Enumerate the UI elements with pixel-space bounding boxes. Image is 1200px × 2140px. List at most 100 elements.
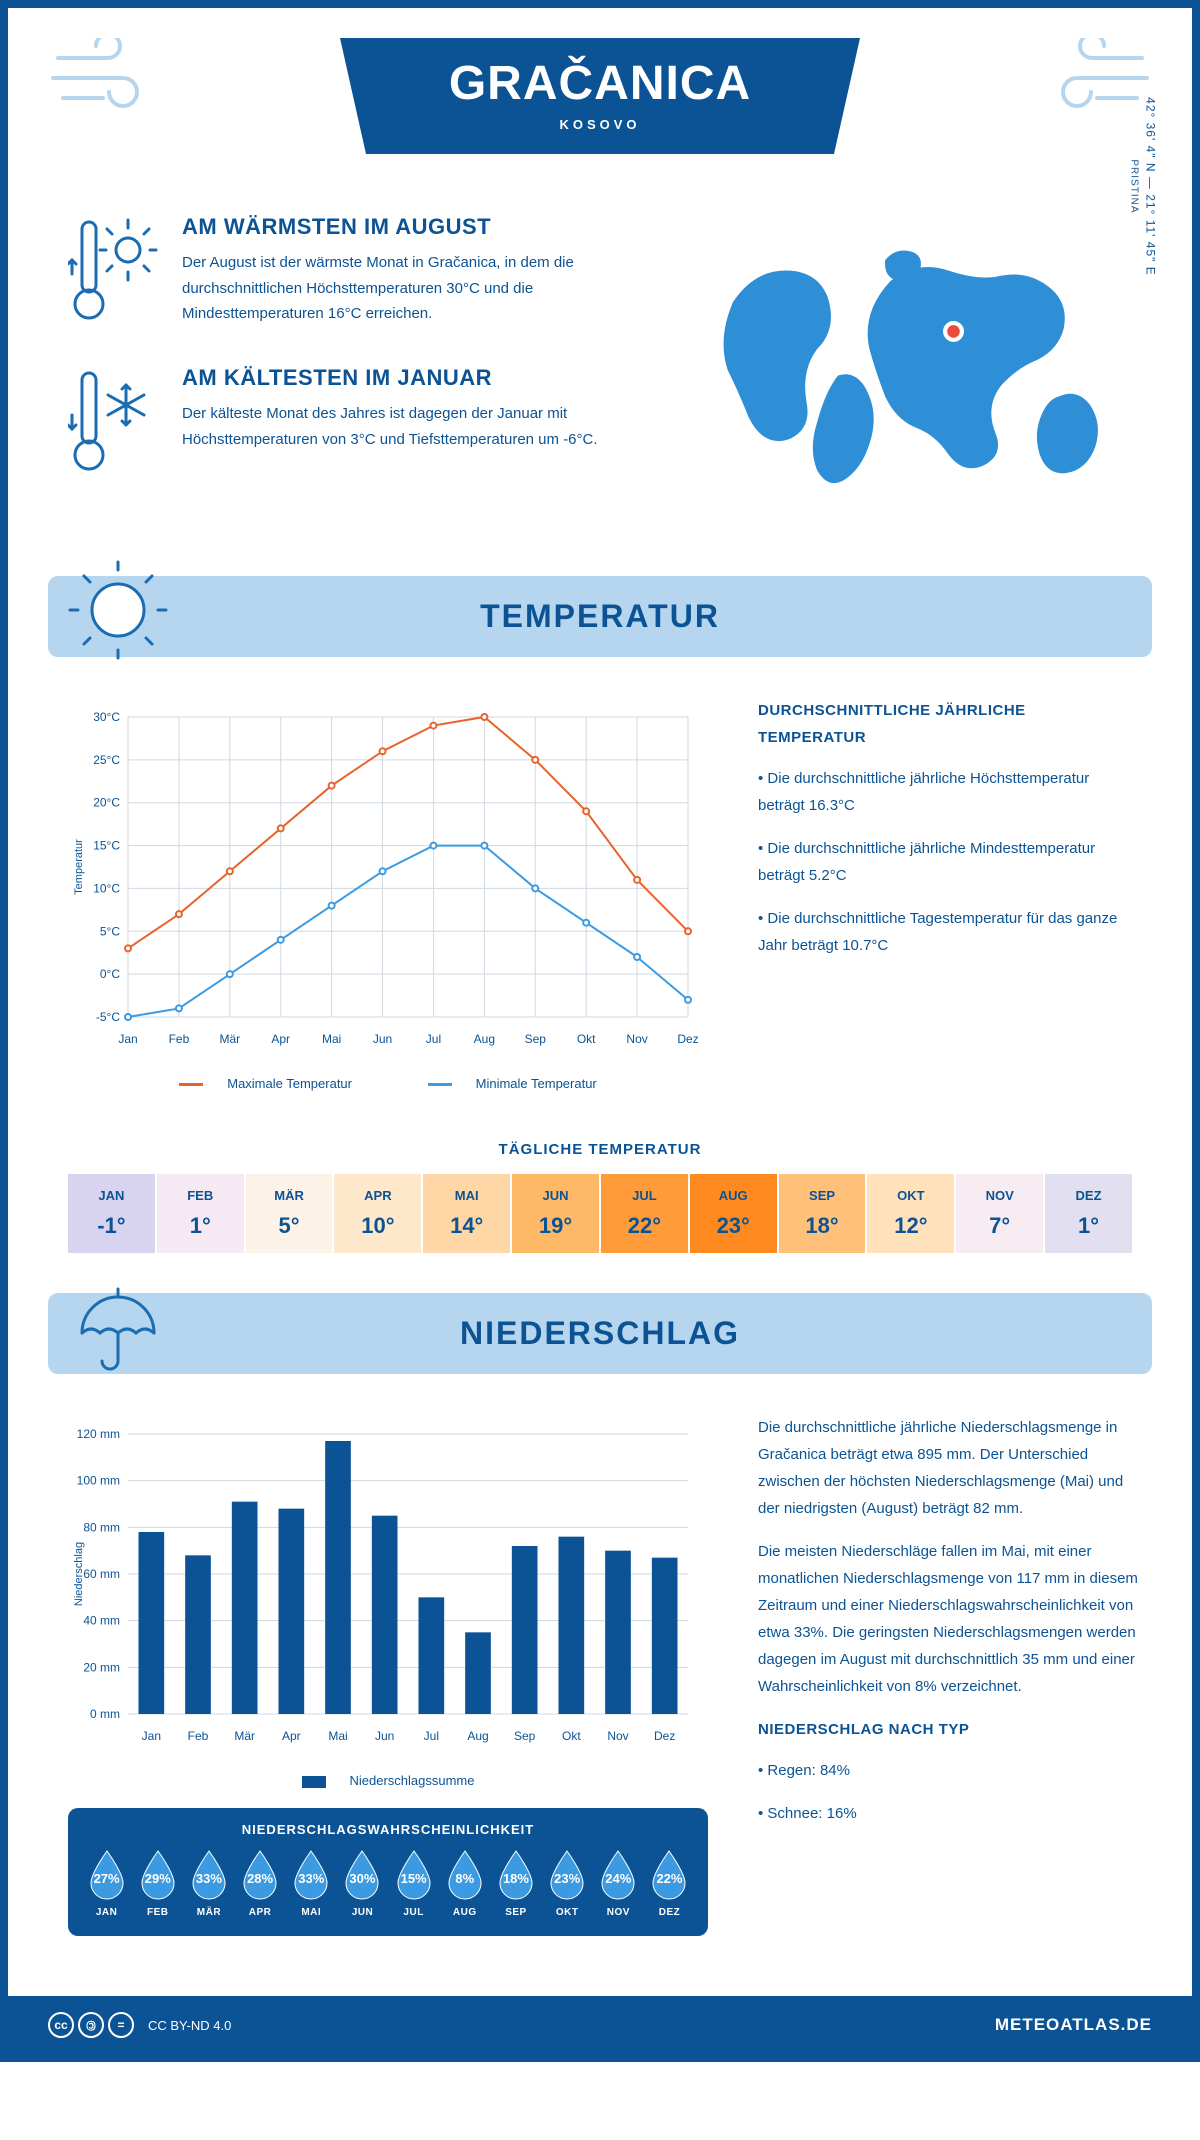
temp-bullet: • Die durchschnittliche Tagestemperatur … — [758, 905, 1138, 959]
svg-text:Nov: Nov — [626, 1032, 647, 1046]
probability-item: 24%NOV — [596, 1849, 641, 1918]
temperature-side-text: DURCHSCHNITTLICHE JÄHRLICHE TEMPERATUR •… — [758, 697, 1138, 1091]
svg-text:40 mm: 40 mm — [83, 1614, 120, 1628]
probability-item: 22%DEZ — [647, 1849, 692, 1918]
svg-text:Jan: Jan — [118, 1032, 137, 1046]
location-marker — [947, 325, 960, 338]
svg-text:Nov: Nov — [607, 1729, 628, 1743]
svg-text:25°C: 25°C — [93, 753, 120, 767]
intro-text-col: AM WÄRMSTEN IM AUGUST Der August ist der… — [68, 214, 672, 516]
sun-icon — [68, 560, 168, 665]
cc-icons: cc 🄯 = — [48, 2012, 134, 2038]
svg-text:20°C: 20°C — [93, 796, 120, 810]
license-label: CC BY-ND 4.0 — [148, 2018, 231, 2033]
svg-text:Aug: Aug — [467, 1729, 488, 1743]
footer-license: cc 🄯 = CC BY-ND 4.0 — [48, 2012, 231, 2038]
temp-cell: JUN19° — [512, 1174, 599, 1253]
temp-cell: OKT12° — [867, 1174, 954, 1253]
svg-text:Jun: Jun — [373, 1032, 392, 1046]
svg-text:0 mm: 0 mm — [90, 1707, 120, 1721]
svg-text:Okt: Okt — [562, 1729, 581, 1743]
probability-item: 27%JAN — [84, 1849, 129, 1918]
temp-cell: NOV7° — [956, 1174, 1043, 1253]
by-icon: 🄯 — [78, 2012, 104, 2038]
svg-text:80 mm: 80 mm — [83, 1520, 120, 1534]
svg-text:Mai: Mai — [328, 1729, 347, 1743]
precip-type-bullet: • Schnee: 16% — [758, 1800, 1138, 1827]
svg-text:Sep: Sep — [525, 1032, 547, 1046]
umbrella-icon — [68, 1277, 168, 1382]
infographic-frame: GRAČANICA KOSOVO AM WÄRMSTEN IM AUGUST D… — [0, 0, 1200, 2062]
coldest-text: Der kälteste Monat des Jahres ist dagege… — [182, 401, 672, 452]
temperature-title: TEMPERATUR — [48, 598, 1152, 635]
temperature-line-chart: -5°C0°C5°C10°C15°C20°C25°C30°CJanFebMärA… — [68, 697, 708, 1091]
temperature-chart-row: -5°C0°C5°C10°C15°C20°C25°C30°CJanFebMärA… — [8, 687, 1192, 1121]
coldest-block: AM KÄLTESTEN IM JANUAR Der kälteste Mona… — [68, 365, 672, 480]
svg-text:120 mm: 120 mm — [77, 1427, 120, 1441]
wind-icon-left — [48, 38, 158, 123]
footer-site: METEOATLAS.DE — [995, 2015, 1152, 2035]
svg-text:Feb: Feb — [169, 1032, 190, 1046]
warmest-title: AM WÄRMSTEN IM AUGUST — [182, 214, 672, 240]
temp-cell: FEB1° — [157, 1174, 244, 1253]
avg-temp-heading: DURCHSCHNITTLICHE JÄHRLICHE TEMPERATUR — [758, 697, 1138, 751]
precipitation-chart-row: 0 mm 20 mm 40 mm 60 mm 80 mm 100 mm 120 mm Nied… — [8, 1404, 1192, 1966]
precip-p2: Die meisten Niederschläge fallen im Mai,… — [758, 1538, 1138, 1700]
country-subtitle: KOSOVO — [420, 117, 780, 132]
probability-item: 23%OKT — [545, 1849, 590, 1918]
temp-cell: MAI14° — [423, 1174, 510, 1253]
cc-icon: cc — [48, 2012, 74, 2038]
daily-temp-heading: TÄGLICHE TEMPERATUR — [8, 1141, 1192, 1158]
svg-text:Dez: Dez — [677, 1032, 698, 1046]
temp-cell: AUG23° — [690, 1174, 777, 1253]
svg-text:5°C: 5°C — [100, 924, 120, 938]
svg-text:20 mm: 20 mm — [83, 1660, 120, 1674]
probability-box: NIEDERSCHLAGSWAHRSCHEINLICHKEIT 27%JAN29… — [68, 1808, 708, 1936]
footer: cc 🄯 = CC BY-ND 4.0 METEOATLAS.DE — [8, 1996, 1192, 2054]
svg-text:Jun: Jun — [375, 1729, 394, 1743]
svg-text:60 mm: 60 mm — [83, 1567, 120, 1581]
svg-text:Mär: Mär — [219, 1032, 240, 1046]
svg-text:10°C: 10°C — [93, 881, 120, 895]
precipitation-banner: NIEDERSCHLAG — [48, 1293, 1152, 1374]
probability-heading: NIEDERSCHLAGSWAHRSCHEINLICHKEIT — [84, 1822, 692, 1837]
probability-item: 33%MÄR — [186, 1849, 231, 1918]
title-ribbon: GRAČANICA KOSOVO — [340, 38, 860, 154]
probability-item: 18%SEP — [493, 1849, 538, 1918]
svg-text:Okt: Okt — [577, 1032, 596, 1046]
svg-text:Jul: Jul — [426, 1032, 441, 1046]
svg-text:Sep: Sep — [514, 1729, 536, 1743]
svg-text:Jul: Jul — [424, 1729, 439, 1743]
daily-temp-table: JAN-1°FEB1°MÄR5°APR10°MAI14°JUN19°JUL22°… — [68, 1174, 1132, 1253]
intro-row: AM WÄRMSTEN IM AUGUST Der August ist der… — [8, 214, 1192, 556]
svg-text:Niederschlag: Niederschlag — [73, 1542, 85, 1606]
world-map-icon — [712, 239, 1132, 491]
precipitation-bar-chart: 0 mm 20 mm 40 mm 60 mm 80 mm 100 mm 120 mm Nied… — [68, 1414, 708, 1936]
precip-type-heading: NIEDERSCHLAG NACH TYP — [758, 1716, 1138, 1743]
svg-text:Dez: Dez — [654, 1729, 675, 1743]
svg-text:30°C: 30°C — [93, 710, 120, 724]
probability-item: 33%MAI — [289, 1849, 334, 1918]
temp-cell: DEZ1° — [1045, 1174, 1132, 1253]
coordinates-label: 42° 36' 4" N — 21° 11' 45" E PRISTINA — [1129, 97, 1158, 276]
probability-item: 8%AUG — [442, 1849, 487, 1918]
svg-text:-5°C: -5°C — [96, 1010, 120, 1024]
warmest-block: AM WÄRMSTEN IM AUGUST Der August ist der… — [68, 214, 672, 329]
temperature-banner: TEMPERATUR — [48, 576, 1152, 657]
precipitation-title: NIEDERSCHLAG — [48, 1315, 1152, 1352]
svg-text:15°C: 15°C — [93, 839, 120, 853]
thermometer-sun-icon — [68, 214, 158, 329]
probability-item: 29%FEB — [135, 1849, 180, 1918]
svg-text:Temperatur: Temperatur — [73, 839, 85, 895]
precip-chart-legend: Niederschlagssumme — [68, 1773, 708, 1788]
temp-cell: APR10° — [334, 1174, 421, 1253]
svg-text:100 mm: 100 mm — [77, 1474, 120, 1488]
header: GRAČANICA KOSOVO — [8, 8, 1192, 214]
temp-bullet: • Die durchschnittliche jährliche Mindes… — [758, 835, 1138, 889]
temp-cell: MÄR5° — [246, 1174, 333, 1253]
precip-p1: Die durchschnittliche jährliche Niedersc… — [758, 1414, 1138, 1522]
svg-text:Aug: Aug — [474, 1032, 495, 1046]
svg-text:Apr: Apr — [282, 1729, 301, 1743]
temp-bullet: • Die durchschnittliche jährliche Höchst… — [758, 765, 1138, 819]
thermometer-snow-icon — [68, 365, 158, 480]
